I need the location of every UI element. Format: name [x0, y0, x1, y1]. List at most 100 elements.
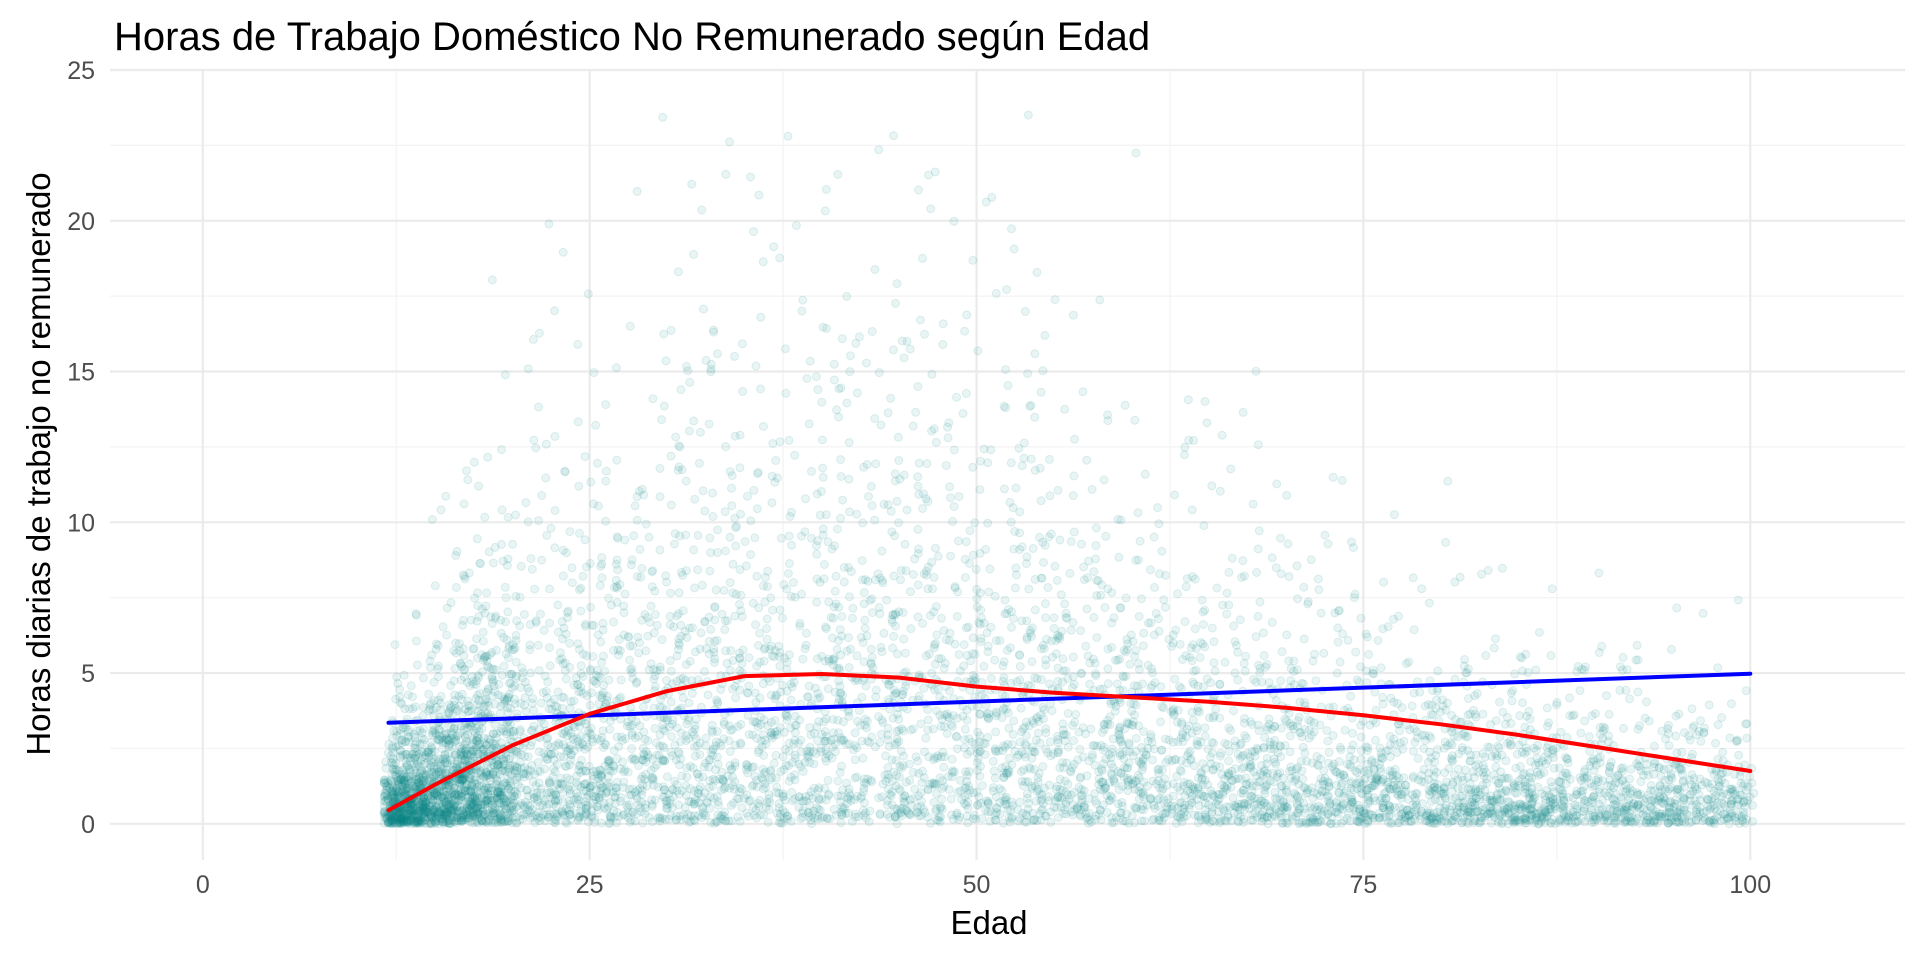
scatter-point — [1495, 697, 1504, 707]
scatter-point — [842, 778, 852, 788]
scatter-point — [810, 683, 820, 693]
scatter-point — [1077, 668, 1087, 678]
scatter-point — [1562, 769, 1572, 779]
scatter-point — [1007, 622, 1016, 632]
scatter-point — [1070, 717, 1080, 727]
scatter-point — [775, 809, 785, 819]
scatter-point — [798, 295, 808, 305]
scatter-point — [1369, 669, 1379, 679]
scatter-point — [813, 385, 823, 395]
scatter-point — [1297, 732, 1307, 742]
scatter-point — [511, 636, 521, 645]
scatter-point — [1373, 636, 1383, 645]
scatter-point — [915, 315, 925, 325]
scatter-point — [1254, 526, 1264, 536]
scatter-point — [901, 777, 911, 787]
scatter-point — [755, 628, 765, 638]
scatter-point — [876, 420, 886, 430]
scatter-point — [1027, 657, 1037, 667]
scatter-point — [1507, 696, 1517, 706]
scatter-point — [1576, 728, 1586, 738]
scatter-point — [999, 703, 1009, 713]
scatter-point — [1604, 709, 1614, 719]
scatter-point — [933, 551, 943, 561]
scatter-point — [679, 810, 688, 820]
scatter-point — [1130, 415, 1140, 425]
scatter-point — [1742, 733, 1752, 743]
scatter-point — [857, 736, 867, 746]
scatter-point — [758, 257, 768, 267]
scatter-point — [503, 512, 513, 522]
scatter-point — [1711, 738, 1720, 748]
scatter-point — [1343, 635, 1353, 645]
scatter-point — [583, 289, 593, 299]
scatter-point — [749, 780, 759, 790]
scatter-point — [1276, 533, 1285, 543]
scatter-point — [1748, 817, 1758, 826]
scatter-point — [591, 420, 601, 430]
scatter-point — [476, 559, 486, 568]
scatter-point — [690, 583, 699, 593]
scatter-point — [1173, 589, 1182, 599]
scatter-point — [1209, 658, 1219, 668]
scatter-point — [558, 788, 568, 798]
scatter-point — [746, 516, 756, 526]
scatter-point — [1028, 544, 1038, 553]
scatter-point — [1334, 606, 1344, 615]
scatter-point — [932, 630, 942, 640]
scatter-point — [836, 455, 846, 465]
scatter-point — [714, 800, 723, 810]
scatter-point — [983, 641, 993, 651]
scatter-point — [902, 505, 912, 515]
scatter-point — [1324, 748, 1334, 757]
scatter-point — [1389, 510, 1399, 520]
scatter-point — [1597, 795, 1607, 805]
scatter-point — [1146, 565, 1155, 575]
scatter-point — [1383, 622, 1393, 632]
scatter-point — [542, 530, 552, 540]
scatter-point — [1134, 612, 1144, 621]
scatter-point — [813, 736, 822, 746]
scatter-point — [1185, 788, 1195, 798]
scatter-point — [953, 788, 963, 797]
scatter-point — [1217, 430, 1227, 440]
scatter-point — [1017, 776, 1027, 786]
scatter-point — [544, 219, 554, 229]
scatter-point — [1006, 517, 1016, 527]
scatter-point — [438, 622, 448, 632]
scatter-point — [1293, 763, 1303, 772]
scatter-point — [483, 790, 493, 800]
scatter-point — [682, 361, 691, 371]
scatter-point — [626, 703, 636, 713]
scatter-point — [801, 628, 811, 638]
scatter-point — [971, 564, 981, 574]
scatter-point — [1550, 801, 1560, 811]
scatter-point — [812, 722, 822, 732]
scatter-point — [558, 545, 568, 555]
scatter-point — [920, 329, 929, 339]
scatter-point — [1027, 746, 1037, 756]
scatter-point — [891, 298, 900, 308]
scatter-point — [867, 327, 877, 336]
scatter-point — [1183, 395, 1193, 405]
scatter-point — [864, 817, 874, 827]
scatter-point — [1240, 666, 1250, 676]
scatter-point — [668, 715, 678, 725]
scatter-point — [888, 643, 898, 653]
scatter-point — [948, 517, 958, 526]
scatter-point — [1220, 657, 1230, 667]
scatter-point — [1215, 486, 1225, 496]
scatter-point — [961, 537, 971, 547]
scatter-point — [526, 554, 536, 564]
scatter-point — [523, 752, 533, 762]
scatter-point — [761, 783, 770, 793]
scatter-point — [436, 505, 446, 515]
scatter-point — [705, 566, 715, 576]
scatter-point — [1204, 800, 1214, 810]
scatter-point — [1512, 815, 1522, 825]
scatter-point — [812, 549, 822, 559]
scatter-point — [779, 765, 789, 775]
scatter-point — [694, 458, 704, 468]
scatter-point — [738, 386, 748, 396]
scatter-point — [501, 617, 510, 627]
